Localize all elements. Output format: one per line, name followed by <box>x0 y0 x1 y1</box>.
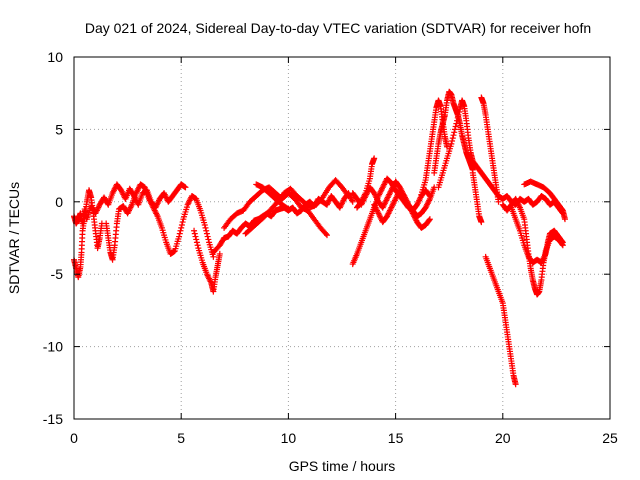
data-point <box>478 219 485 226</box>
data-point <box>449 137 456 144</box>
data-point <box>179 219 186 226</box>
x-axis-label: GPS time / hours <box>289 458 396 474</box>
data-point <box>191 230 198 237</box>
data-point <box>449 135 456 142</box>
data-point <box>192 233 199 240</box>
data-point <box>178 221 185 228</box>
data-point <box>205 236 212 243</box>
data-point <box>191 227 198 234</box>
data-point <box>285 206 292 213</box>
x-tick-label: 0 <box>70 430 78 446</box>
y-tick-label: 10 <box>47 49 63 65</box>
data-point <box>426 217 433 224</box>
data-point <box>345 193 352 200</box>
x-tick-label: 5 <box>177 430 185 446</box>
data-point <box>450 132 457 139</box>
data-point <box>182 184 189 191</box>
data-point <box>448 140 455 147</box>
data-point <box>559 239 566 246</box>
data-point <box>216 250 223 257</box>
data-point <box>204 233 211 240</box>
y-tick-label: -5 <box>51 266 64 282</box>
plot-frame <box>73 56 611 420</box>
data-point <box>323 232 330 239</box>
data-point <box>349 198 356 205</box>
y-axis-ticks: -15 -10 -5 0 5 10 <box>43 49 610 427</box>
data-point <box>455 111 462 118</box>
data-point <box>201 221 208 228</box>
data-point <box>452 123 459 130</box>
data-point <box>559 238 566 245</box>
data-point <box>561 216 568 223</box>
y-axis-label: SDTVAR / TECUs <box>6 182 22 294</box>
y-tick-label: 0 <box>55 194 63 210</box>
y-tick-label: 5 <box>55 121 63 137</box>
data-point <box>193 236 200 243</box>
data-point <box>178 224 185 231</box>
data-point <box>203 227 210 234</box>
data-point <box>176 230 183 237</box>
data-point <box>203 230 210 237</box>
data-point <box>454 114 461 121</box>
x-tick-label: 10 <box>281 430 297 446</box>
y-tick-label: -10 <box>43 339 63 355</box>
x-tick-label: 15 <box>388 430 404 446</box>
data-point <box>426 192 433 199</box>
chart-title: Day 021 of 2024, Sidereal Day-to-day VTE… <box>85 20 591 36</box>
data-point <box>451 126 458 133</box>
x-axis-ticks: 0 5 10 15 20 25 <box>70 57 618 446</box>
data-point <box>194 242 201 249</box>
data-point <box>176 233 183 240</box>
data-point <box>426 216 433 223</box>
data-point <box>512 381 519 388</box>
x-tick-label: 20 <box>495 430 511 446</box>
data-point <box>451 129 458 136</box>
data-point <box>284 205 291 212</box>
data-point <box>322 230 329 237</box>
data-point <box>453 120 460 127</box>
x-tick-label: 25 <box>602 430 618 446</box>
data-point <box>495 198 502 205</box>
data-point <box>456 109 463 116</box>
data-point <box>426 193 433 200</box>
data-point <box>202 224 209 231</box>
data-point <box>371 155 378 162</box>
data-points-layer <box>71 88 568 388</box>
data-point <box>177 227 184 234</box>
y-tick-label: -15 <box>43 411 63 427</box>
data-point <box>454 117 461 124</box>
data-point <box>193 239 200 246</box>
